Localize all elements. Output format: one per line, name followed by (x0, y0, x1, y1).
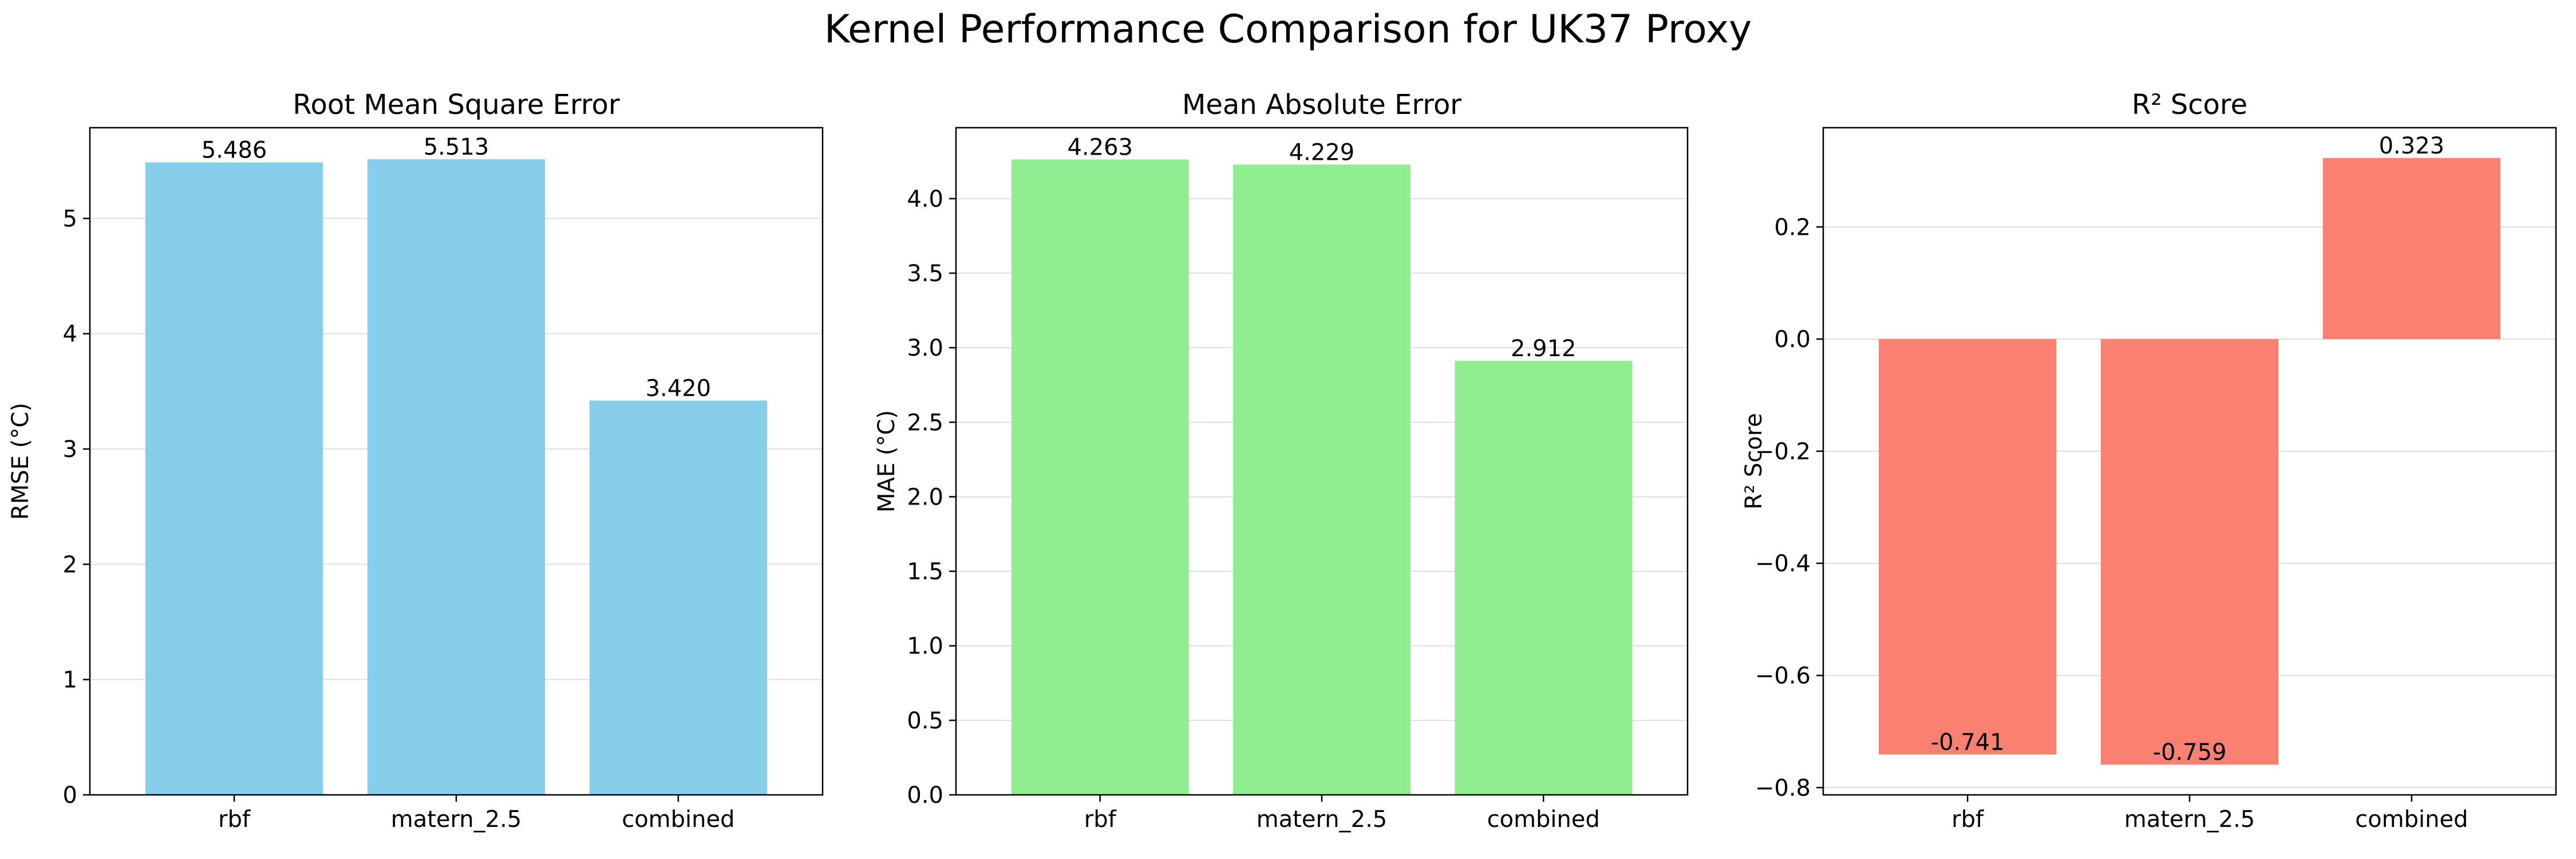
y-tick-label: 2 (63, 551, 77, 578)
x-tick-label: combined (2355, 806, 2468, 833)
data-label: -0.741 (1931, 730, 2005, 756)
bar (2322, 157, 2501, 340)
y-tick-label: 0 (63, 782, 77, 809)
data-label: 5.486 (202, 137, 267, 164)
y-tick-label: −0.8 (1755, 775, 1811, 801)
data-label: 0.323 (2379, 133, 2445, 159)
figure-title: Kernel Performance Comparison for UK37 P… (824, 7, 1752, 52)
x-tick-label: matern_2.5 (1257, 806, 1387, 833)
x-tick-label: matern_2.5 (391, 806, 521, 833)
y-tick-label: 3.5 (907, 261, 943, 287)
data-label: 4.263 (1067, 134, 1133, 160)
y-tick-label: 1 (63, 667, 77, 693)
x-tick-label: rbf (1951, 806, 1984, 833)
y-tick-label: 2.0 (907, 484, 943, 510)
data-label: -0.759 (2153, 739, 2227, 766)
data-label: 3.420 (646, 376, 712, 402)
y-tick-label: 4 (63, 321, 77, 348)
bar (1011, 159, 1189, 795)
bar (145, 162, 323, 795)
y-tick-label: 0.5 (907, 708, 943, 734)
bar (367, 159, 546, 795)
y-tick-label: 5 (63, 206, 77, 232)
data-label: 4.229 (1289, 139, 1355, 166)
y-tick-label: −0.4 (1755, 551, 1811, 577)
x-tick-label: rbf (1084, 806, 1117, 833)
x-tick-label: rbf (218, 806, 251, 833)
x-tick-label: combined (622, 806, 734, 833)
axes-title: Root Mean Square Error (293, 89, 620, 121)
data-label: 5.513 (424, 134, 489, 160)
y-tick-label: 0.2 (1774, 214, 1811, 241)
y-axis-label: RMSE (°C) (7, 403, 34, 520)
y-tick-label: 3.0 (907, 335, 943, 361)
y-tick-label: 2.5 (907, 409, 943, 436)
bar (589, 400, 768, 795)
axes-title: R² Score (2132, 89, 2247, 121)
x-tick-label: combined (1487, 806, 1600, 833)
y-tick-label: 0.0 (1774, 326, 1811, 353)
x-tick-label: matern_2.5 (2124, 806, 2255, 833)
axes-title: Mean Absolute Error (1182, 89, 1461, 121)
data-label: 2.912 (1511, 336, 1577, 362)
y-tick-label: −0.2 (1755, 439, 1811, 465)
bar (2100, 339, 2279, 765)
y-tick-label: 1.5 (907, 559, 943, 585)
y-tick-label: 0.0 (907, 782, 943, 809)
bar (1878, 339, 2057, 755)
y-axis-label: R² Score (1741, 413, 1767, 510)
y-tick-label: 4.0 (907, 186, 943, 212)
y-tick-label: 3 (63, 436, 77, 463)
bar (1233, 164, 1411, 795)
y-tick-label: 1.0 (907, 633, 943, 660)
y-tick-label: −0.6 (1755, 663, 1811, 689)
bar (1455, 361, 1633, 795)
y-axis-label: MAE (°C) (874, 410, 900, 513)
